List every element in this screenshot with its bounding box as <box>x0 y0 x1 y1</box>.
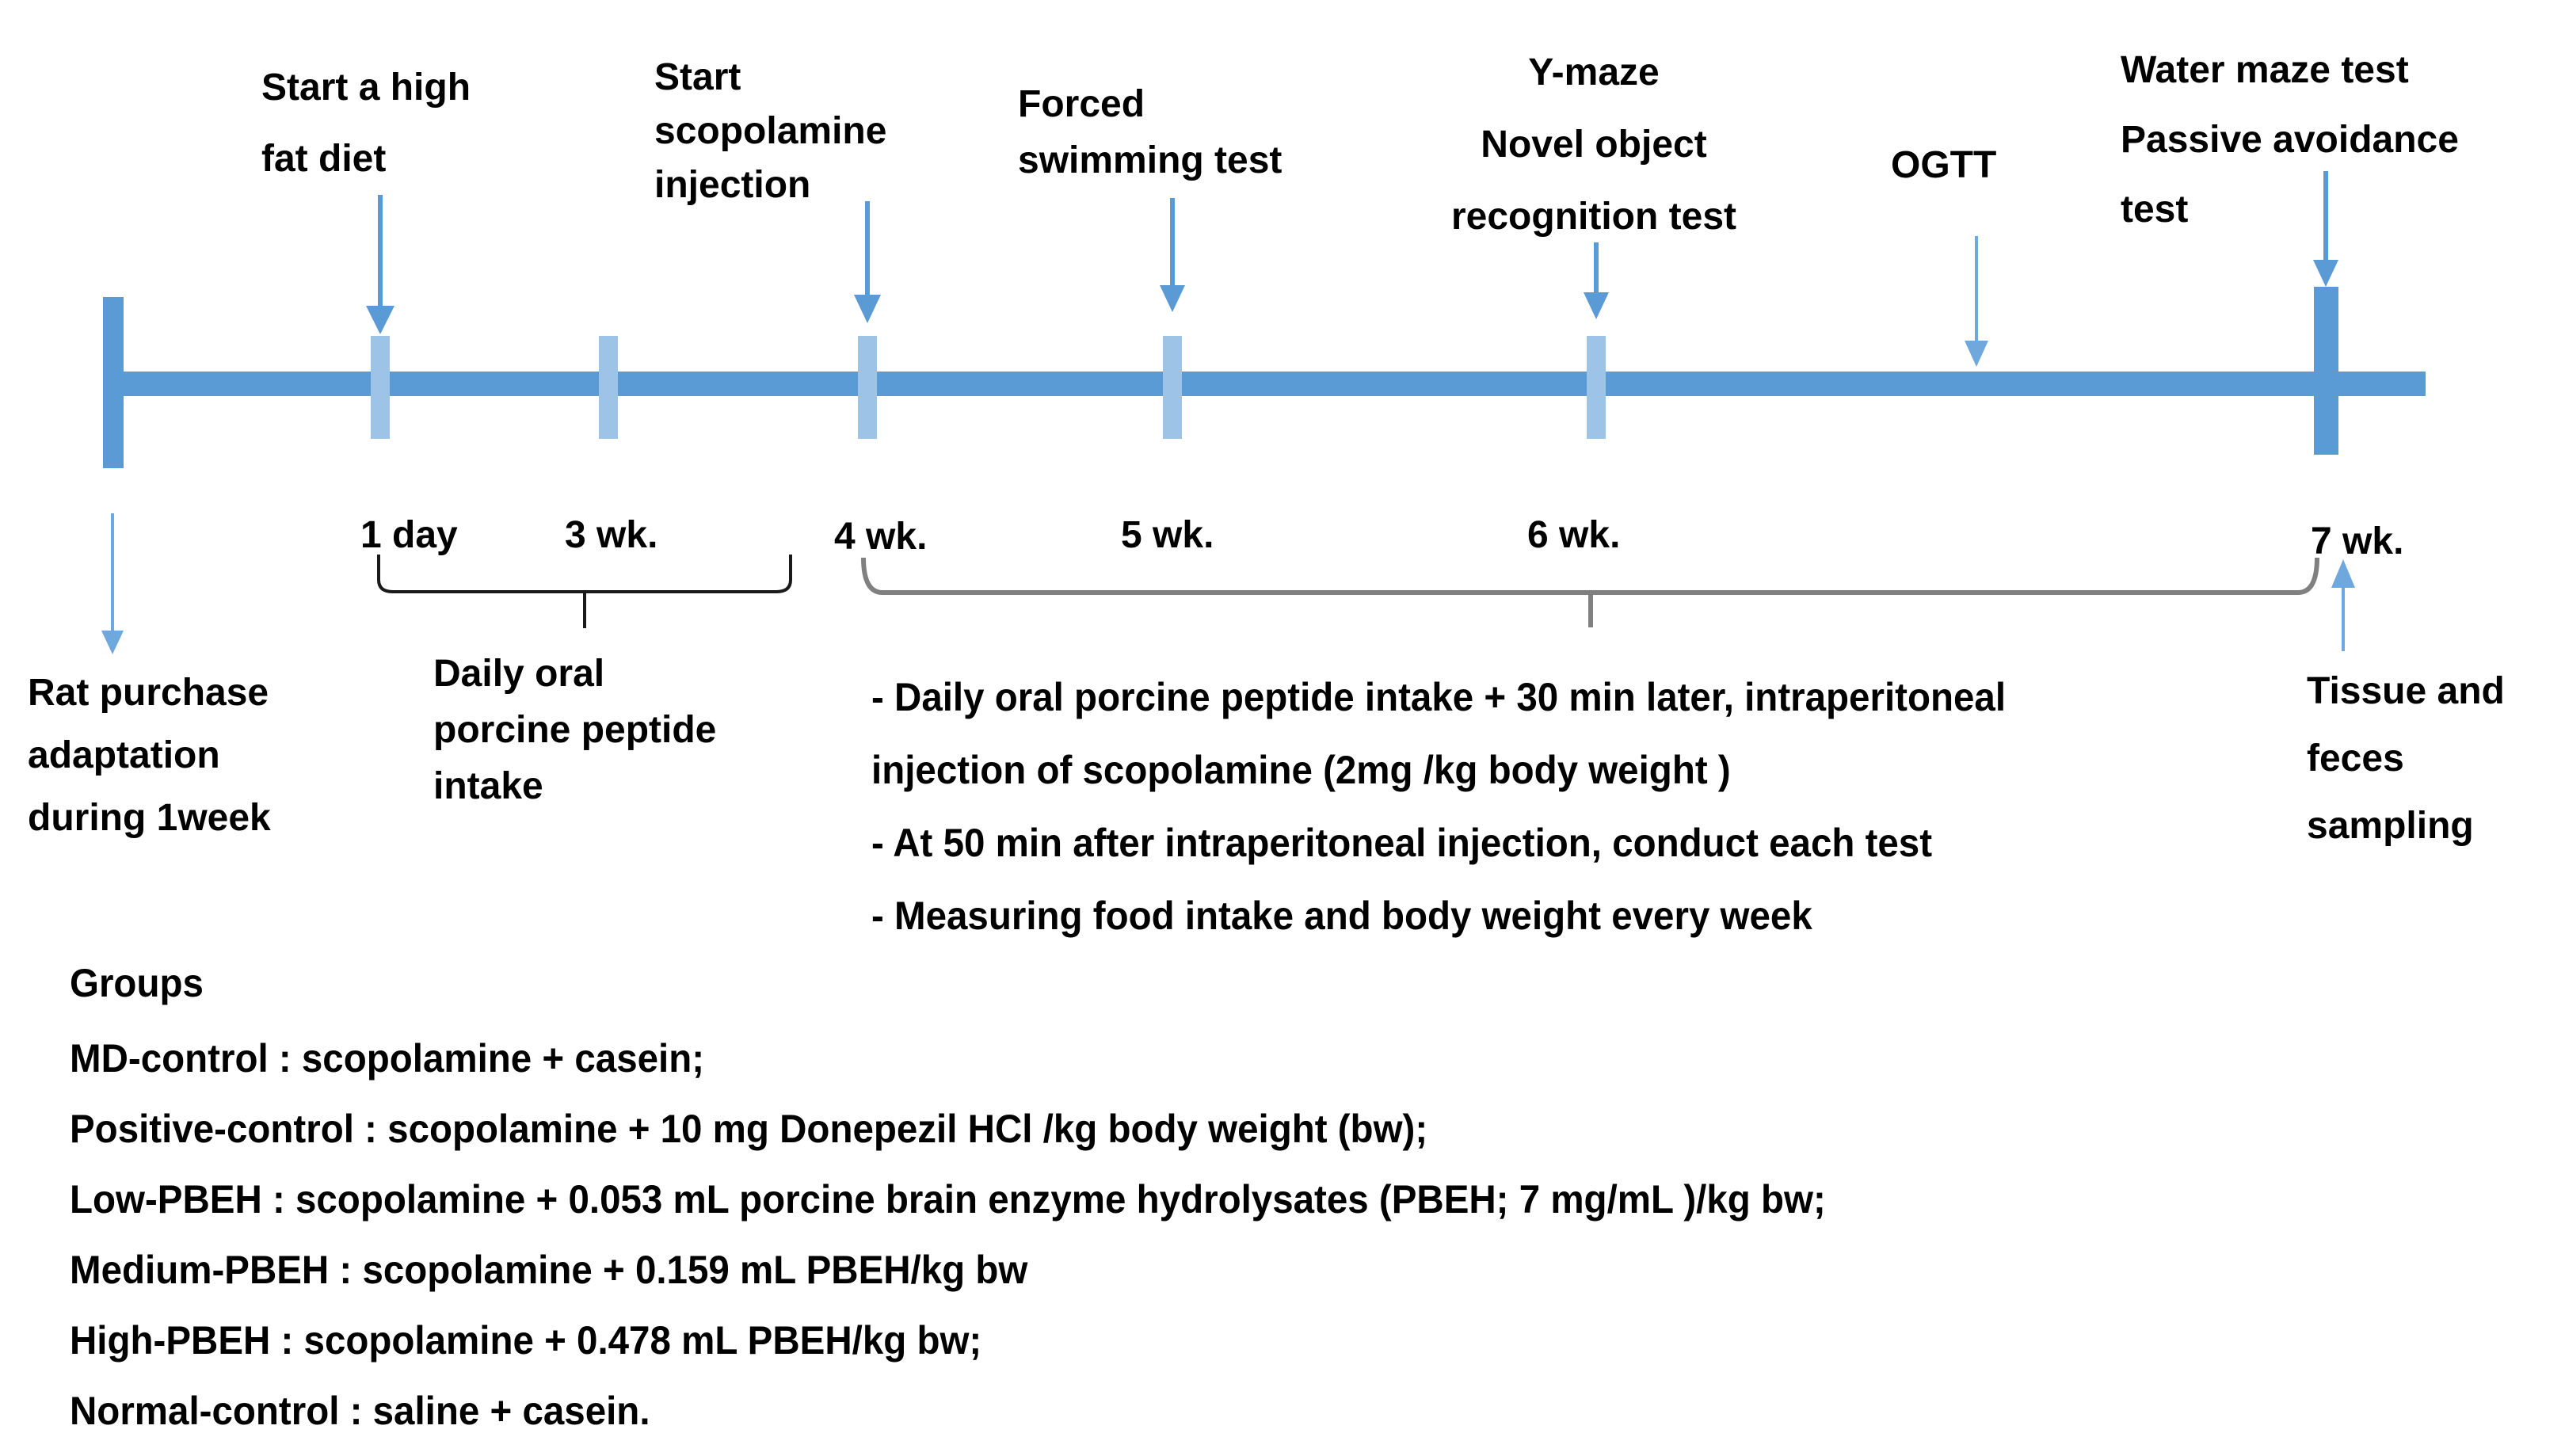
week-label-3wk: 3 wk. <box>565 514 658 556</box>
event-label-scopolamine: Start scopolamine injection <box>654 56 887 206</box>
brace-daily-oral <box>377 555 792 628</box>
arrow-ogtt <box>1965 236 1988 367</box>
arrow-scopolamine <box>854 201 881 323</box>
event-label-forced-swim: Forced swimming test <box>1018 83 1282 181</box>
tick-6wk <box>1587 336 1606 439</box>
groups-item-medium-pbeh: Medium-PBEH : scopolamine + 0.159 mL PBE… <box>70 1248 1028 1292</box>
arrow-rat-purchase <box>101 513 124 654</box>
timeline-bar <box>103 372 2426 396</box>
groups-item-high-pbeh: High-PBEH : scopolamine + 0.478 mL PBEH/… <box>70 1318 982 1363</box>
arrow-forced-swim <box>1160 198 1185 312</box>
week-label-4wk: 4 wk. <box>834 516 928 558</box>
tick-4wk <box>858 336 877 439</box>
note-daily-oral: Daily oral porcine peptide intake <box>433 653 717 807</box>
note-rat-purchase: Rat purchase adaptation during 1week <box>28 672 271 839</box>
event-label-ogtt: OGTT <box>1891 144 1997 186</box>
tick-5wk <box>1163 336 1182 439</box>
event-label-y-maze: Y-maze Novel object recognition test <box>1450 51 1737 238</box>
week-label-5wk: 5 wk. <box>1121 514 1214 556</box>
groups-item-positive-control: Positive-control : scopolamine + 10 mg D… <box>70 1107 1428 1151</box>
week-label-1day: 1 day <box>360 514 458 556</box>
arrow-tissue-sampling <box>2331 559 2355 651</box>
arrow-high-fat-diet <box>366 195 394 334</box>
tick-3wk <box>599 336 618 439</box>
groups-item-low-pbeh: Low-PBEH : scopolamine + 0.053 mL porcin… <box>70 1177 1826 1222</box>
note-protocol: - Daily oral porcine peptide intake + 30… <box>871 675 2007 938</box>
groups-item-normal-control: Normal-control : saline + casein. <box>70 1389 650 1433</box>
note-tissue-sampling: Tissue and feces sampling <box>2307 670 2505 847</box>
timeline-end-cap <box>2314 287 2338 455</box>
week-label-7wk: 7 wk. <box>2311 520 2404 562</box>
bracket-protocol <box>861 557 2319 627</box>
event-label-water-maze: Water maze test Passive avoidance test <box>2121 49 2459 231</box>
week-label-6wk: 6 wk. <box>1527 514 1621 556</box>
groups-title: Groups <box>70 961 204 1005</box>
arrow-y-maze <box>1584 242 1609 319</box>
event-label-high-fat-diet: Start a high fat diet <box>261 67 471 180</box>
tick-1day <box>371 336 390 439</box>
groups-item-md-control: MD-control : scopolamine + casein; <box>70 1036 705 1081</box>
